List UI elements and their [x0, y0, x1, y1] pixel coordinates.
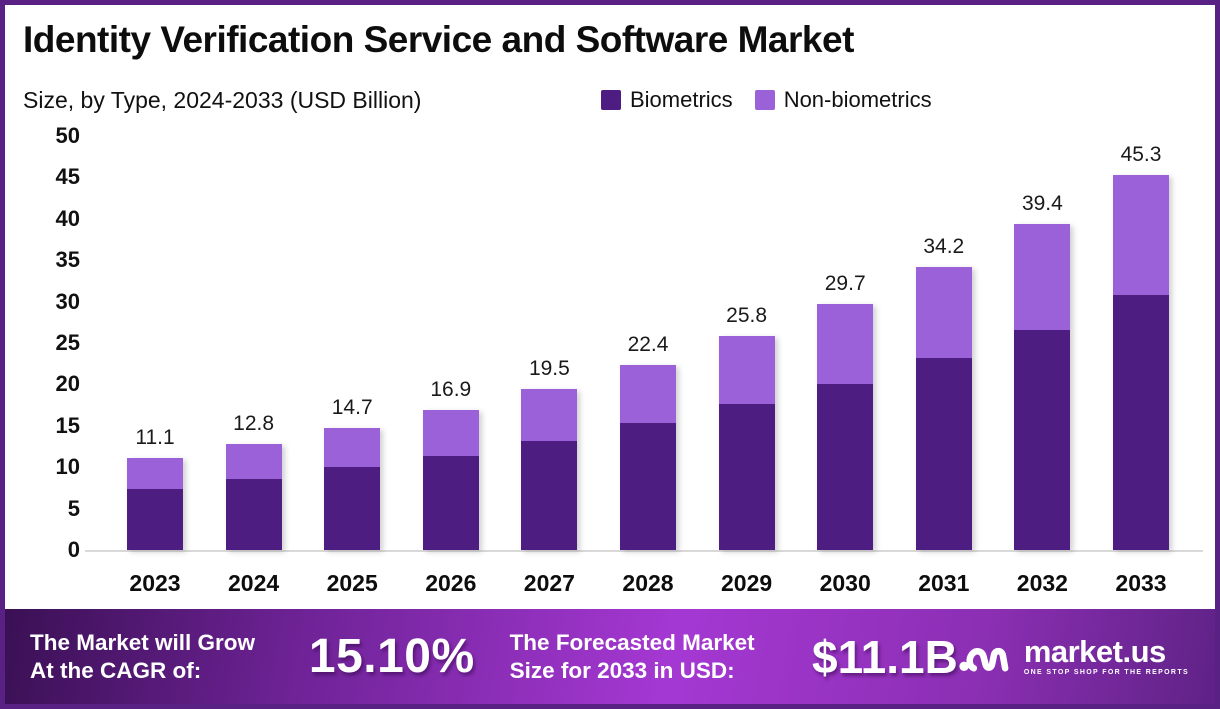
bar-segment-non-biometrics [225, 444, 282, 479]
bar-segment-biometrics [127, 488, 183, 550]
bar-total-label: 34.2 [923, 234, 965, 258]
bar-2026 [422, 410, 479, 550]
bar-segment-non-biometrics [817, 304, 874, 384]
bar-total-label: 29.7 [824, 272, 866, 296]
x-axis-line [85, 550, 1203, 552]
x-tick-label: 2029 [721, 570, 773, 596]
bar-segment-non-biometrics [1014, 223, 1071, 330]
bar-segment-biometrics [718, 404, 775, 550]
page-title: Identity Verification Service and Softwa… [23, 19, 854, 60]
bar-segment-non-biometrics [718, 336, 775, 405]
bar-2031 [915, 266, 972, 550]
y-tick-label: 30 [55, 288, 80, 314]
x-tick-label: 2028 [622, 570, 674, 596]
bar-segment-biometrics [324, 467, 381, 550]
bar-2030 [817, 304, 874, 550]
bar-total-label: 45.3 [1120, 142, 1162, 166]
bar-2033 [1113, 174, 1169, 550]
footer-banner: The Market will Grow At the CAGR of: 15.… [5, 609, 1215, 704]
bar-segment-biometrics [1113, 294, 1169, 550]
bar-total-label: 39.4 [1021, 191, 1063, 215]
forecast-label: The Forecasted Market Size for 2033 in U… [510, 629, 798, 685]
bar-segment-non-biometrics [127, 458, 183, 489]
bar-2028 [620, 364, 676, 550]
market-us-logo[interactable]: market.us ONE STOP SHOP FOR THE REPORTS [958, 635, 1189, 679]
legend-item-non-biometrics: Non-biometrics [754, 87, 932, 113]
x-tick-label: 2025 [326, 570, 378, 596]
y-tick-label: 15 [55, 412, 80, 438]
y-tick-label: 50 [55, 123, 80, 148]
bar-segment-biometrics [1014, 329, 1071, 550]
cagr-label-line1: The Market will Grow [30, 629, 256, 655]
y-tick-label: 5 [67, 495, 80, 521]
x-tick-label: 2027 [523, 570, 575, 596]
chart-legend: Biometrics Non-biometrics [601, 87, 932, 113]
y-tick-label: 0 [67, 537, 80, 562]
logo-name: market.us [1023, 634, 1166, 669]
bar-segment-biometrics [817, 383, 874, 550]
logo-tagline: ONE STOP SHOP FOR THE REPORTS [1023, 669, 1189, 676]
y-tick-label: 40 [55, 205, 80, 231]
cagr-label-line2: At the CAGR of: [30, 657, 202, 683]
bar-segment-biometrics [225, 478, 282, 550]
bar-segment-biometrics [422, 456, 479, 550]
legend-label-biometrics: Biometrics [630, 87, 733, 112]
bar-2025 [324, 428, 381, 550]
cagr-value: 15.10% [308, 630, 475, 683]
bar-segment-non-biometrics [422, 410, 479, 457]
forecast-label-line2: Size for 2033 in USD: [509, 657, 735, 683]
y-tick-label: 25 [55, 330, 80, 355]
x-tick-label: 2024 [228, 570, 280, 596]
cagr-label: The Market will Grow At the CAGR of: [30, 629, 286, 685]
bar-2027 [521, 388, 578, 550]
y-tick-label: 20 [55, 371, 80, 397]
bar-2032 [1014, 223, 1071, 550]
bar-2024 [225, 444, 282, 550]
bar-total-label: 11.1 [135, 426, 175, 450]
logo-text-block: market.us ONE STOP SHOP FOR THE REPORTS [1023, 634, 1189, 676]
bar-segment-biometrics [915, 357, 972, 550]
y-tick-label: 45 [55, 164, 80, 190]
x-tick-label: 2026 [425, 570, 477, 596]
bar-segment-non-biometrics [1113, 174, 1169, 295]
forecast-value: $11.1B [812, 630, 958, 683]
bar-segment-non-biometrics [324, 428, 381, 468]
bar-total-label: 14.7 [331, 396, 373, 420]
bar-2023 [127, 458, 183, 550]
chart-subtitle: Size, by Type, 2024-2033 (USD Billion) [23, 87, 422, 113]
x-tick-label: 2030 [819, 570, 871, 596]
bar-total-label: 19.5 [528, 356, 570, 380]
bar-total-label: 12.8 [233, 412, 275, 436]
x-tick-label: 2033 [1115, 570, 1167, 596]
non-biometrics-swatch-icon [754, 90, 775, 110]
legend-label-non-biometrics: Non-biometrics [783, 87, 932, 112]
bar-2029 [718, 336, 775, 550]
x-tick-label: 2023 [129, 570, 181, 596]
x-tick-label: 2032 [1016, 570, 1068, 596]
bar-total-label: 25.8 [726, 304, 768, 328]
bar-total-label: 16.9 [430, 378, 472, 402]
legend-item-biometrics: Biometrics [601, 87, 733, 113]
bar-segment-non-biometrics [915, 266, 972, 358]
stacked-bar-chart: 0 5 10 15 20 25 30 35 40 45 50 11.1 2023 12.8 2024 14.7… [5, 120, 1215, 620]
bar-segment-biometrics [620, 423, 676, 550]
bar-segment-biometrics [521, 440, 578, 550]
bar-segment-non-biometrics [620, 364, 676, 424]
market-us-wave-icon [959, 647, 1009, 671]
bar-segment-non-biometrics [521, 388, 578, 441]
x-tick-label: 2031 [918, 570, 970, 596]
bar-total-label: 22.4 [627, 332, 669, 356]
forecast-label-line1: The Forecasted Market [509, 629, 755, 655]
y-tick-label: 10 [55, 454, 80, 480]
y-tick-label: 35 [55, 247, 80, 273]
biometrics-swatch-icon [601, 90, 621, 110]
